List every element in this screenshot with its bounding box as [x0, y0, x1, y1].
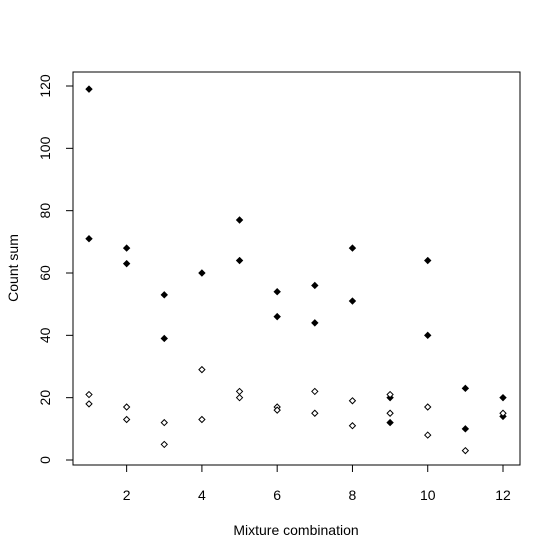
filled-diamond-point [311, 319, 319, 327]
open-diamond-point [85, 400, 93, 408]
filled-diamond-point [235, 256, 244, 265]
filled-diamond-point [235, 216, 244, 224]
x-tick-label: 10 [420, 487, 436, 503]
filled-diamond-point [461, 384, 470, 393]
filled-diamond-point [122, 244, 131, 252]
open-diamond-point [424, 431, 432, 439]
y-axis: 0 20 40 60 80 100 120 [37, 74, 74, 464]
open-diamond-point [122, 415, 131, 424]
y-tick-label: 120 [37, 74, 53, 98]
filled-diamond-point [499, 393, 507, 402]
open-diamond-point [424, 403, 432, 411]
open-diamond-point [386, 409, 394, 417]
open-diamond-point [85, 390, 93, 399]
open-diamond-point [198, 365, 206, 374]
y-tick-label: 80 [37, 203, 53, 219]
open-diamond-point [235, 393, 244, 402]
filled-diamond-point [386, 418, 394, 427]
open-diamond-point [348, 397, 357, 405]
data-points [85, 85, 507, 455]
open-diamond-point [198, 415, 206, 424]
open-diamond-point [160, 418, 168, 427]
filled-diamond-point [85, 85, 93, 93]
open-diamond-point [348, 422, 357, 430]
filled-diamond-point [160, 334, 168, 343]
filled-diamond-point [273, 312, 281, 321]
filled-diamond-point [122, 259, 131, 268]
plot-frame [72, 71, 521, 466]
filled-diamond-point [424, 256, 432, 265]
y-tick-label: 40 [37, 327, 53, 343]
filled-diamond-point [348, 297, 357, 305]
open-diamond-point [311, 387, 319, 396]
filled-diamond-point [348, 244, 357, 252]
x-tick-label: 6 [273, 487, 281, 503]
filled-diamond-point [424, 331, 432, 340]
filled-diamond-point [198, 269, 206, 277]
filled-diamond-point [85, 235, 93, 243]
open-diamond-point [499, 409, 507, 417]
filled-diamond-point [461, 425, 470, 433]
y-tick-label: 0 [37, 456, 53, 464]
open-diamond-point [386, 390, 394, 399]
x-tick-label: 4 [198, 487, 206, 503]
y-tick-label: 100 [37, 136, 53, 160]
open-diamond-point [160, 440, 168, 449]
open-diamond-point [311, 409, 319, 417]
y-axis-title: Count sum [5, 234, 21, 302]
open-diamond-point [235, 387, 244, 396]
open-diamond-point [122, 403, 131, 411]
open-diamond-point [461, 446, 470, 455]
y-tick-label: 60 [37, 265, 53, 281]
open-diamond-point [273, 406, 281, 414]
x-tick-label: 2 [123, 487, 131, 503]
filled-diamond-point [160, 291, 168, 299]
y-tick-label: 20 [37, 390, 53, 406]
x-axis: 2 4 6 8 10 12 [123, 464, 511, 503]
x-axis-title: Mixture combination [233, 522, 358, 538]
filled-diamond-point [311, 281, 319, 290]
filled-diamond-point [273, 287, 281, 296]
x-tick-label: 12 [495, 487, 511, 503]
x-tick-label: 8 [349, 487, 357, 503]
